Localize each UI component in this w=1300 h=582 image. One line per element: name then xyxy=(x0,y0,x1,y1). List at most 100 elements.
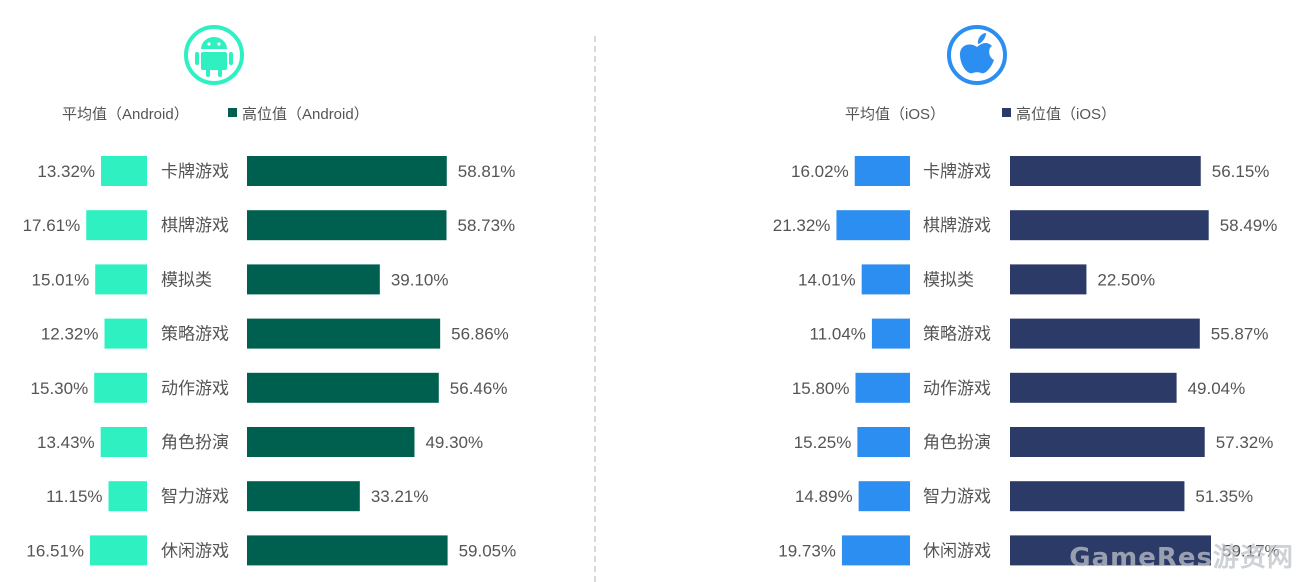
android-legend-high: 高位值（Android） xyxy=(242,106,369,123)
ios-high-bar-6 xyxy=(1010,427,1205,457)
ios-avg-bar-7 xyxy=(858,481,910,512)
ios-category-2: 棋牌游戏 xyxy=(923,216,991,235)
ios-avg-label-3: 14.01% xyxy=(798,270,856,289)
android-high-label-6: 49.30% xyxy=(425,433,483,452)
android-high-bar-4 xyxy=(247,318,441,349)
panel-divider xyxy=(594,36,596,582)
watermark: GameRes游资网 xyxy=(1069,543,1294,573)
android-high-label-8: 59.05% xyxy=(459,541,517,560)
ios-category-7: 智力游戏 xyxy=(923,487,991,506)
ios-high-label-3: 22.50% xyxy=(1097,270,1155,289)
android-avg-bar-8 xyxy=(90,535,147,566)
ios-category-3: 模拟类 xyxy=(923,270,974,289)
ios-high-label-7: 51.35% xyxy=(1195,487,1253,506)
ios-avg-bar-4 xyxy=(871,318,910,349)
ios-high-bar-5 xyxy=(1010,372,1177,403)
apple-icon-ring xyxy=(947,25,1007,85)
ios-avg-label-8: 19.73% xyxy=(778,541,836,560)
android-icon-leg-left xyxy=(206,69,210,77)
android-high-bar-7 xyxy=(247,481,360,512)
android-category-8: 休闲游戏 xyxy=(161,541,229,560)
android-avg-bar-1 xyxy=(101,156,147,186)
ios-high-label-8: 59.17% xyxy=(1222,541,1280,560)
android-icon-leg-right xyxy=(218,69,222,77)
ios-category-5: 动作游戏 xyxy=(923,379,991,398)
android-category-1: 卡牌游戏 xyxy=(161,162,229,181)
android-category-3: 模拟类 xyxy=(161,270,212,289)
ios-avg-bar-6 xyxy=(857,427,910,457)
ios-high-label-2: 58.49% xyxy=(1220,216,1278,235)
ios-high-label-4: 55.87% xyxy=(1211,325,1269,344)
android-high-bar-3 xyxy=(247,264,380,295)
android-high-bar-6 xyxy=(247,427,415,457)
android-high-label-4: 56.86% xyxy=(451,325,509,344)
android-icon-arm-left xyxy=(195,52,199,65)
ios-avg-label-7: 14.89% xyxy=(795,487,853,506)
android-high-label-5: 56.46% xyxy=(450,379,508,398)
android-legend-avg: 平均值（Android） xyxy=(62,106,189,123)
android-category-6: 角色扮演 xyxy=(161,433,229,452)
android-avg-label-5: 15.30% xyxy=(31,379,89,398)
android-category-2: 棋牌游戏 xyxy=(161,216,229,235)
android-icon-body xyxy=(201,52,227,70)
android-high-bar-5 xyxy=(247,372,439,403)
ios-avg-bar-2 xyxy=(836,210,910,241)
android-avg-label-8: 16.51% xyxy=(26,541,84,560)
ios-avg-bar-3 xyxy=(861,264,910,295)
android-high-label-2: 58.73% xyxy=(458,216,516,235)
ios-high-bar-7 xyxy=(1010,481,1185,512)
ios-high-label-1: 56.15% xyxy=(1212,162,1270,181)
ios-avg-label-6: 15.25% xyxy=(794,433,852,452)
ios-legend-high-swatch xyxy=(1002,108,1011,117)
ios-avg-label-1: 16.02% xyxy=(791,162,849,181)
android-legend-high-swatch xyxy=(228,108,237,117)
android-category-5: 动作游戏 xyxy=(161,379,229,398)
android-category-7: 智力游戏 xyxy=(161,487,229,506)
ios-category-6: 角色扮演 xyxy=(923,433,991,452)
android-category-4: 策略游戏 xyxy=(161,325,229,344)
ios-category-1: 卡牌游戏 xyxy=(923,162,991,181)
ios-high-label-5: 49.04% xyxy=(1188,379,1246,398)
android-avg-bar-5 xyxy=(94,372,147,403)
android-avg-bar-3 xyxy=(95,264,147,295)
ios-avg-label-4: 11.04% xyxy=(810,325,866,344)
android-high-bar-8 xyxy=(247,535,448,566)
ios-category-8: 休闲游戏 xyxy=(923,541,991,560)
android-icon-ring xyxy=(184,25,244,85)
android-avg-label-2: 17.61% xyxy=(23,216,81,235)
ios-avg-bar-5 xyxy=(855,372,910,403)
android-avg-bar-4 xyxy=(104,318,147,349)
android-high-label-7: 33.21% xyxy=(371,487,429,506)
ios-high-bar-1 xyxy=(1010,156,1201,186)
android-avg-label-3: 15.01% xyxy=(32,270,90,289)
ios-high-label-6: 57.32% xyxy=(1216,433,1274,452)
android-avg-label-7: 11.15% xyxy=(46,487,102,506)
android-icon-head xyxy=(201,37,227,49)
ios-high-bar-2 xyxy=(1010,210,1209,241)
android-avg-label-6: 13.43% xyxy=(37,433,95,452)
ios-legend-avg: 平均值（iOS） xyxy=(845,106,945,123)
ios-avg-bar-8 xyxy=(841,535,910,566)
android-icon-eye-left xyxy=(207,42,211,46)
android-high-label-3: 39.10% xyxy=(391,270,449,289)
android-high-bar-1 xyxy=(247,156,447,186)
apple-icon-leaf xyxy=(977,33,986,44)
ios-legend-high: 高位值（iOS） xyxy=(1016,106,1116,123)
ios-avg-label-5: 15.80% xyxy=(792,379,850,398)
ios-high-bar-3 xyxy=(1010,264,1087,295)
android-avg-bar-2 xyxy=(86,210,147,241)
ios-avg-label-2: 21.32% xyxy=(773,216,831,235)
android-avg-label-1: 13.32% xyxy=(37,162,95,181)
android-avg-bar-7 xyxy=(108,481,147,512)
ios-high-bar-4 xyxy=(1010,318,1200,349)
ios-category-4: 策略游戏 xyxy=(923,325,991,344)
android-icon-eye-right xyxy=(217,42,221,46)
apple-icon-body xyxy=(959,43,994,74)
ios-high-bar-8 xyxy=(1010,535,1212,566)
ios-avg-bar-1 xyxy=(854,156,910,186)
android-high-label-1: 58.81% xyxy=(458,162,516,181)
android-high-bar-2 xyxy=(247,210,447,241)
android-icon-arm-right xyxy=(229,52,233,65)
android-avg-bar-6 xyxy=(100,427,147,457)
